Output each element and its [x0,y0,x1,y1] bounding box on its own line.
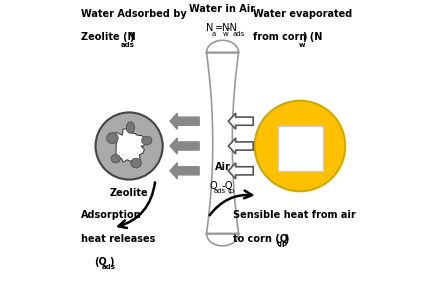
Text: Q: Q [210,181,218,191]
Text: a: a [211,31,215,37]
Circle shape [95,112,163,180]
Text: ): ) [284,234,289,244]
FancyArrow shape [228,163,253,179]
Text: Zeolite (N: Zeolite (N [81,32,136,42]
Text: ads: ads [233,31,246,37]
FancyArrow shape [228,138,253,154]
Text: Adsorption: Adsorption [81,210,142,220]
Polygon shape [111,154,121,163]
Text: ads: ads [214,188,226,194]
Text: ads: ads [121,42,135,48]
Text: Corn: Corn [286,143,315,153]
Text: ): ) [110,257,114,267]
Circle shape [254,101,345,191]
Text: to corn (Q: to corn (Q [233,234,288,244]
Text: -N: -N [226,23,237,33]
FancyArrowPatch shape [210,191,252,215]
Polygon shape [207,40,239,246]
FancyArrow shape [170,113,199,129]
Polygon shape [142,136,152,145]
Text: Water Adsorbed by: Water Adsorbed by [81,9,187,19]
FancyArrowPatch shape [118,182,155,228]
Text: heat releases: heat releases [81,234,155,244]
Text: tp: tp [228,188,235,194]
Text: w: w [223,31,228,37]
Text: ads: ads [102,264,116,270]
Text: -Q: -Q [222,181,233,191]
Text: Sensible heat from air: Sensible heat from air [233,210,356,220]
Text: =N: =N [215,23,230,33]
Polygon shape [107,133,118,144]
FancyArrow shape [170,138,199,154]
Text: ): ) [129,32,134,42]
Text: Zeolite: Zeolite [110,188,148,198]
Text: from corn (N: from corn (N [253,32,323,42]
Text: w: w [298,42,305,48]
Text: Water in Air: Water in Air [190,4,256,14]
Text: ): ) [302,32,307,42]
Polygon shape [126,122,135,133]
Text: tjp: tjp [276,241,288,247]
Text: (Q: (Q [94,257,107,267]
FancyArrow shape [170,163,199,179]
Text: Air: Air [215,162,230,172]
Polygon shape [114,127,147,162]
FancyArrow shape [228,113,253,129]
Polygon shape [131,158,142,168]
Bar [278,126,323,171]
Text: N: N [207,23,214,33]
Text: Water evaporated: Water evaporated [253,9,353,19]
